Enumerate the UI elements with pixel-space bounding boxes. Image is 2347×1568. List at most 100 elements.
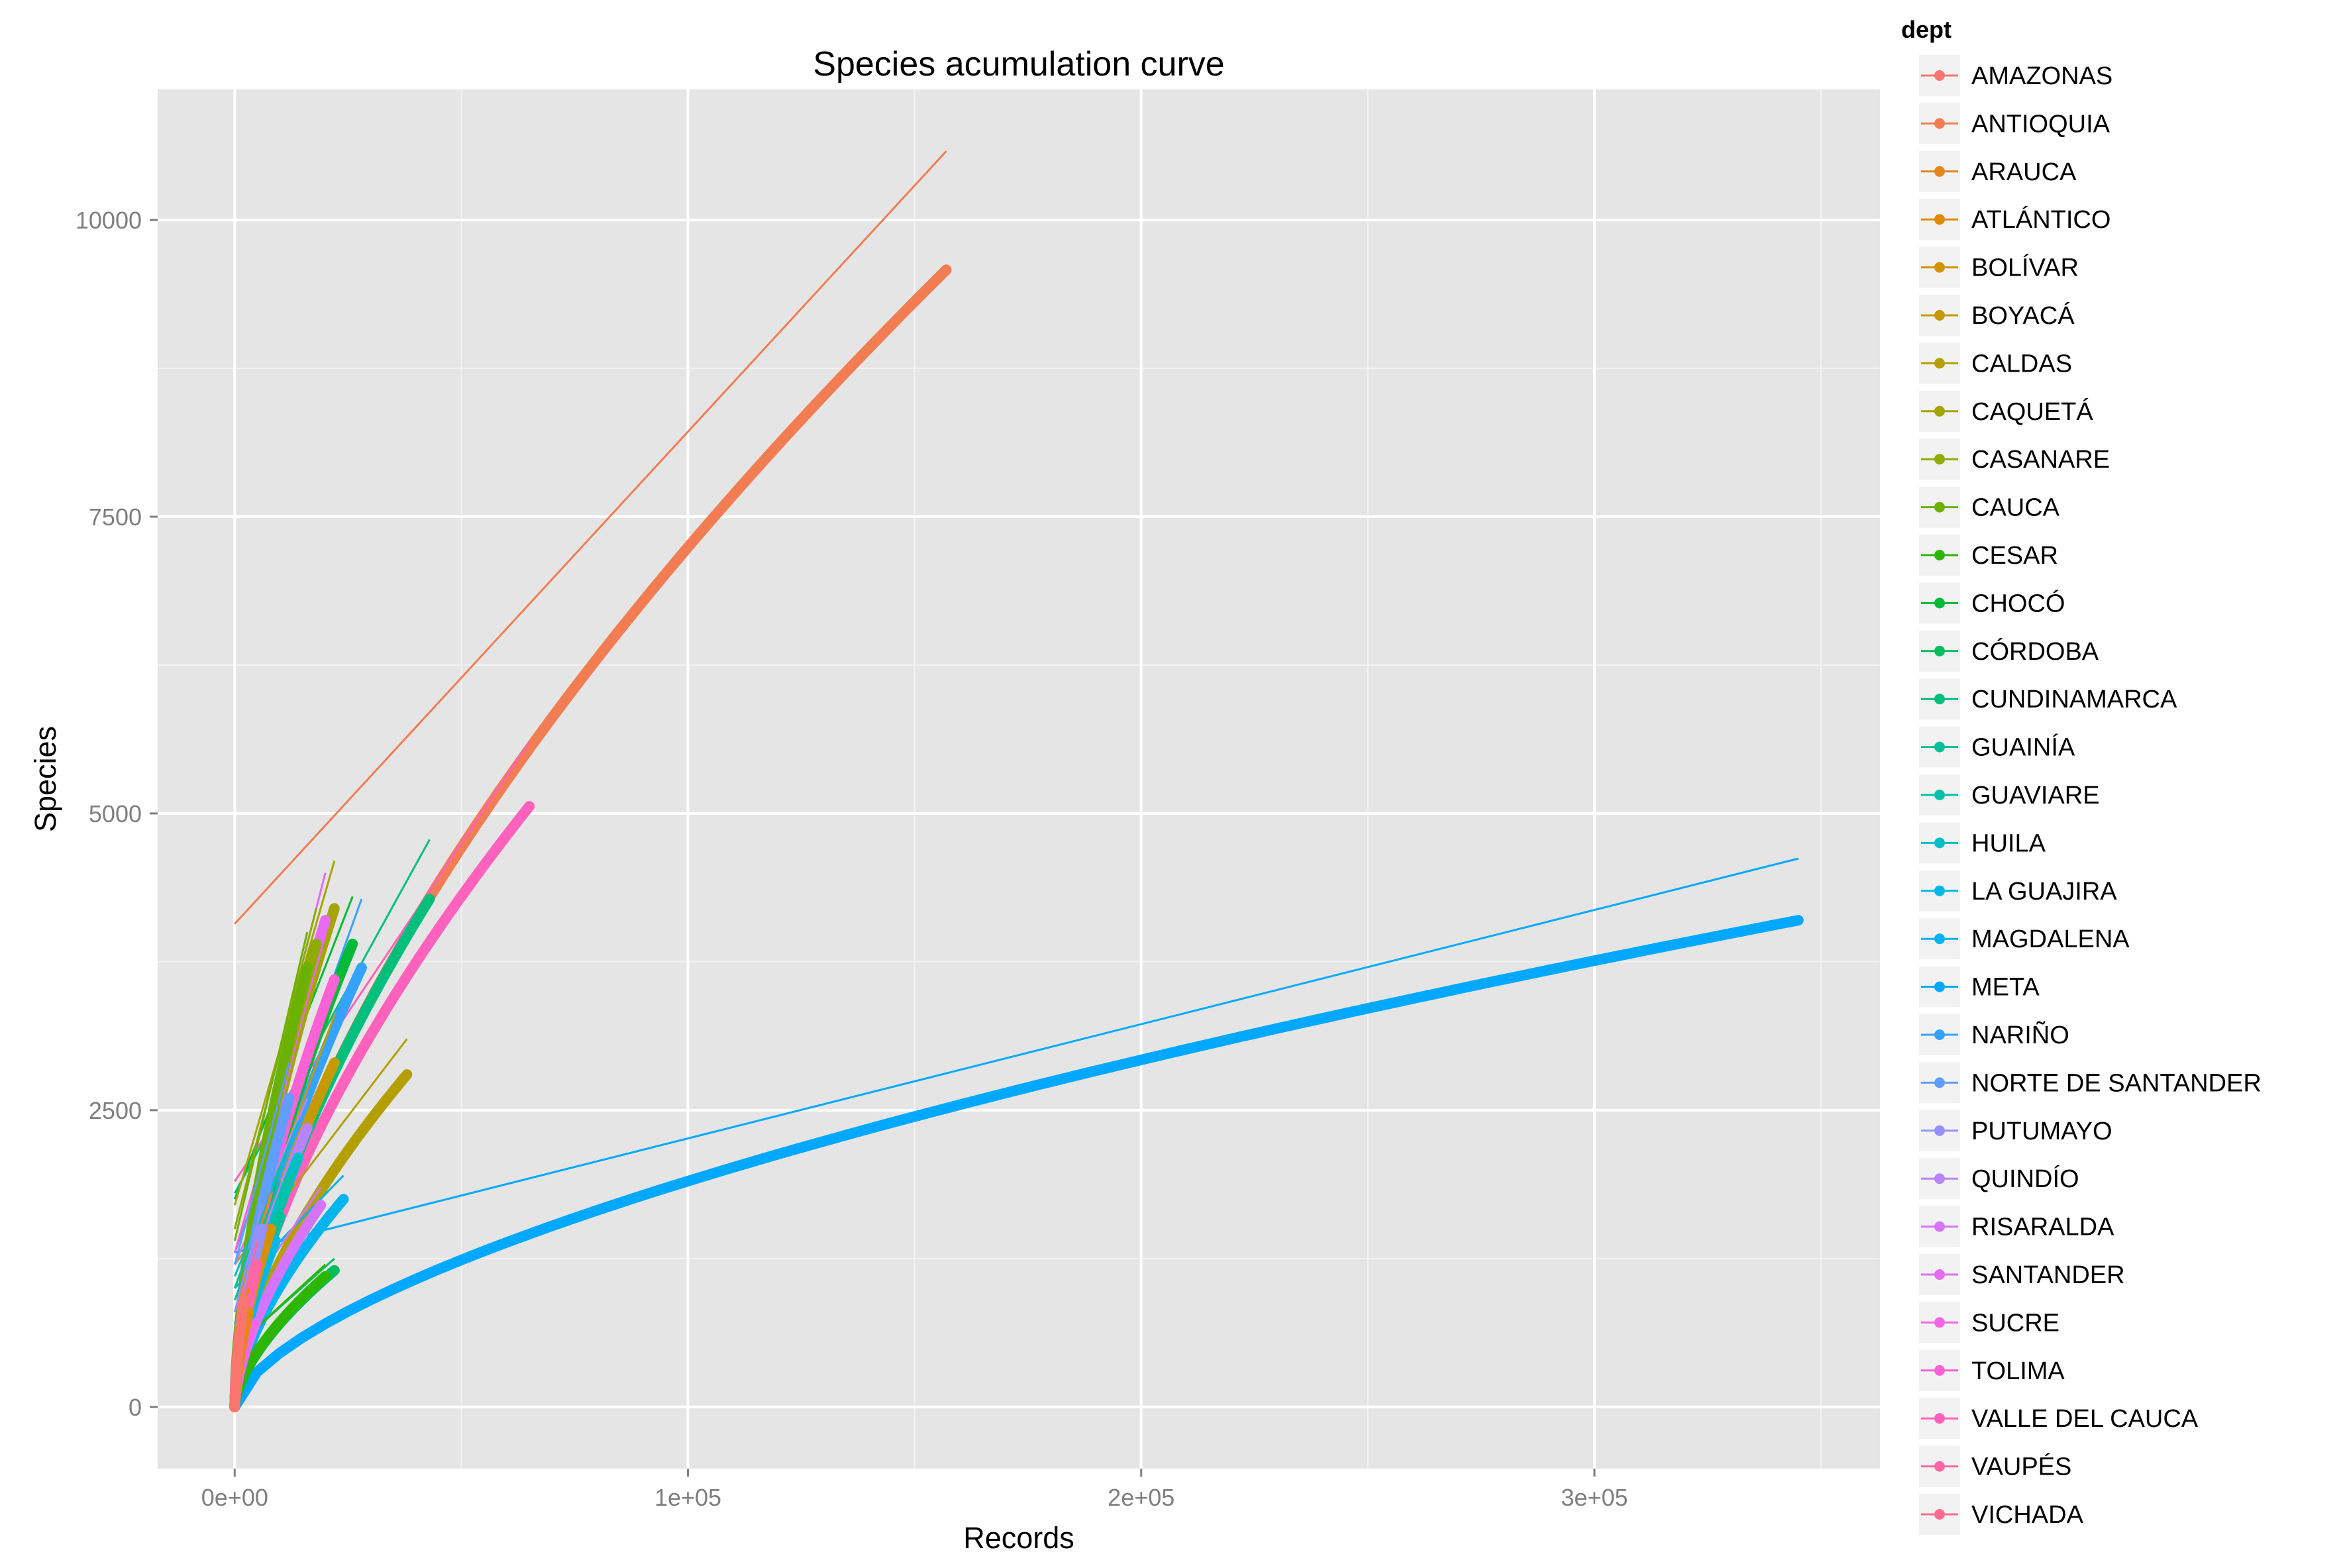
legend-key-point — [1934, 1221, 1945, 1232]
legend-item: VICHADA — [1918, 1492, 2084, 1536]
legend-item: MAGDALENA — [1918, 917, 2130, 961]
legend-label: CUNDINAMARCA — [1971, 686, 2177, 713]
legend-key-point — [1934, 1125, 1945, 1136]
legend-label: BOYACÁ — [1971, 301, 2075, 330]
legend-key-point — [1934, 214, 1945, 225]
legend-label: CAQUETÁ — [1971, 397, 2093, 426]
fit-line — [233, 1204, 263, 1312]
legend-key-point — [1934, 741, 1945, 753]
legend-label: HUILA — [1971, 829, 2046, 857]
fit-line — [234, 857, 1799, 1254]
y-tick-label: 0 — [129, 1394, 142, 1421]
legend-item: CAQUETÁ — [1918, 389, 2093, 433]
legend-label: VAUPÉS — [1971, 1453, 2071, 1481]
legend-key-point — [1934, 981, 1945, 992]
legend-item: RISARALDA — [1918, 1204, 2114, 1249]
legend-item: CAUCA — [1918, 485, 2060, 529]
legend-key-point — [1934, 885, 1945, 896]
legend-label: CASANARE — [1971, 446, 2110, 474]
legend-label: BOLÍVAR — [1971, 254, 2079, 282]
legend-label: CÓRDOBA — [1971, 637, 2099, 666]
legend-key-point — [1934, 1413, 1945, 1424]
legend-key-point — [1934, 1461, 1945, 1472]
legend-item: PUTUMAYO — [1918, 1108, 2112, 1153]
series-meta — [229, 857, 1804, 1412]
legend-item: META — [1918, 965, 2040, 1009]
fit-line — [233, 1062, 290, 1265]
y-tick-label: 2500 — [89, 1097, 142, 1124]
legend-item: NARIÑO — [1918, 1013, 2069, 1057]
legend-key-point — [1934, 1509, 1945, 1520]
legend-label: TOLIMA — [1971, 1357, 2065, 1385]
legend-item: ARAUCA — [1918, 149, 2077, 193]
legend-label: GUAINÍA — [1971, 733, 2075, 762]
legend-key-point — [1934, 1077, 1945, 1088]
legend-key-point — [1934, 310, 1945, 321]
legend-key-point — [1934, 358, 1945, 369]
x-tick-label: 2e+05 — [1108, 1484, 1174, 1511]
legend-item: CALDAS — [1918, 341, 2072, 386]
legend-key-point — [1934, 166, 1945, 177]
legend-item: QUINDÍO — [1918, 1157, 2079, 1201]
legend-label: CALDAS — [1971, 350, 2072, 378]
y-axis-title: Species — [28, 726, 62, 832]
accumulation-curve — [229, 1271, 331, 1412]
legend-item: GUAVIARE — [1918, 773, 2100, 817]
accumulation-curve — [229, 915, 1804, 1412]
fit-line — [233, 1288, 245, 1354]
legend-key-point — [1934, 933, 1945, 945]
legend-label: LA GUAJIRA — [1971, 878, 2117, 906]
legend: dept AMAZONAS ANTIOQUIA ARAUCA ATLÁNTICO BOL… — [1901, 16, 2262, 1536]
legend-item: GUAINÍA — [1918, 725, 2075, 769]
legend-key-point — [1934, 1173, 1945, 1184]
legend-item: LA GUAJIRA — [1918, 868, 2117, 913]
legend-label: CESAR — [1971, 542, 2058, 570]
legend-item: SANTANDER — [1918, 1253, 2125, 1296]
legend-label: CHOCÓ — [1971, 589, 2065, 617]
axes-layer: 0e+00 1e+05 2e+05 3e+05 0 2500 5000 7500 10000 — [76, 207, 1628, 1511]
series-amazonas — [229, 1288, 249, 1412]
legend-item: ATLÁNTICO — [1918, 197, 2111, 242]
fit-line — [234, 150, 947, 925]
legend-key-point — [1934, 550, 1945, 560]
legend-item: SUCRE — [1918, 1300, 2060, 1345]
x-tick-label: 3e+05 — [1561, 1484, 1628, 1511]
legend-label: ARAUCA — [1971, 158, 2077, 186]
legend-key-point — [1934, 1365, 1945, 1376]
legend-key-point — [1934, 645, 1945, 656]
legend-key-point — [1934, 262, 1945, 273]
grid-major — [158, 89, 1880, 1469]
legend-item: CÓRDOBA — [1918, 629, 2099, 673]
legend-item: TOLIMA — [1918, 1348, 2065, 1392]
legend-title: dept — [1901, 16, 1952, 43]
legend-label: QUINDÍO — [1971, 1165, 2079, 1193]
legend-label: NARIÑO — [1971, 1021, 2069, 1049]
legend-label: GUAVIARE — [1971, 782, 2100, 810]
legend-key-point — [1934, 1269, 1945, 1280]
x-tick-label: 1e+05 — [654, 1484, 721, 1511]
legend-label: NORTE DE SANTANDER — [1971, 1069, 2262, 1097]
accumulation-curve — [229, 1294, 249, 1412]
legend-item: CUNDINAMARCA — [1918, 677, 2177, 721]
y-tick-label: 7500 — [89, 503, 142, 531]
legend-item: ANTIOQUIA — [1918, 101, 2111, 146]
legend-key-point — [1934, 405, 1945, 417]
legend-label: META — [1971, 974, 2040, 1002]
legend-key-point — [1934, 790, 1945, 800]
legend-label: AMAZONAS — [1971, 62, 2112, 90]
legend-label: CAUCA — [1971, 494, 2060, 522]
legend-label: VALLE DEL CAUCA — [1971, 1405, 2199, 1433]
legend-key-point — [1934, 454, 1945, 465]
legend-label: ATLÁNTICO — [1971, 205, 2111, 234]
x-tick-label: 0e+00 — [201, 1484, 268, 1511]
legend-key-point — [1934, 598, 1945, 609]
legend-item: NORTE DE SANTANDER — [1918, 1061, 2262, 1105]
y-tick-label: 10000 — [76, 207, 142, 234]
chart-title: Species acumulation curve — [813, 45, 1224, 83]
fit-line — [233, 931, 309, 1241]
y-tick-label: 5000 — [89, 800, 142, 827]
legend-item: VALLE DEL CAUCA — [1918, 1396, 2199, 1441]
legend-label: RISARALDA — [1971, 1214, 2114, 1241]
legend-label: PUTUMAYO — [1971, 1118, 2112, 1145]
